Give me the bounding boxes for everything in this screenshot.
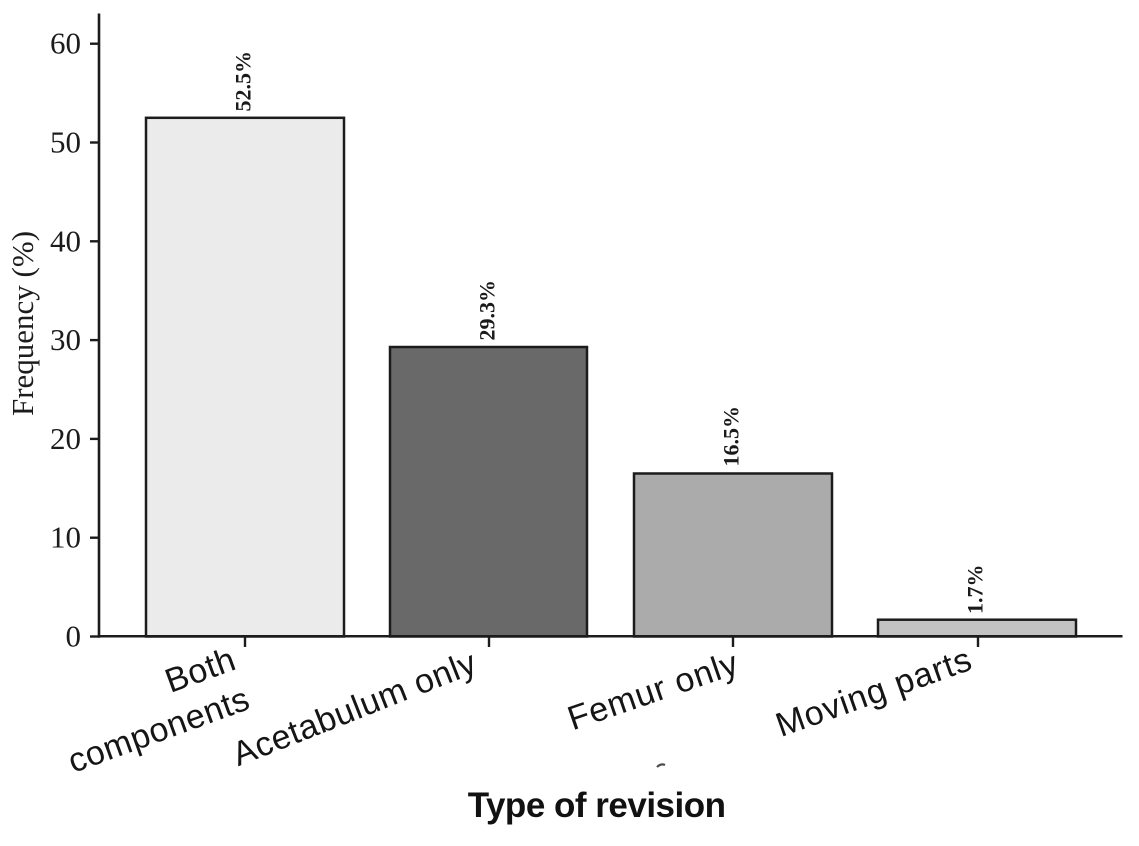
- svg-text:0: 0: [66, 619, 82, 654]
- svg-text:1.7%: 1.7%: [962, 564, 987, 614]
- svg-text:10: 10: [50, 520, 81, 555]
- svg-text:50: 50: [50, 125, 81, 160]
- svg-text:60: 60: [50, 26, 81, 61]
- svg-text:40: 40: [50, 223, 81, 258]
- svg-text:52.5%: 52.5%: [230, 51, 255, 111]
- svg-text:29.3%: 29.3%: [474, 280, 499, 341]
- svg-text:Type of revision: Type of revision: [468, 786, 726, 825]
- svg-text:20: 20: [50, 421, 81, 456]
- svg-text:16.5%: 16.5%: [718, 406, 743, 467]
- svg-text:30: 30: [50, 322, 81, 357]
- svg-text:Frequency (%): Frequency (%): [5, 231, 40, 416]
